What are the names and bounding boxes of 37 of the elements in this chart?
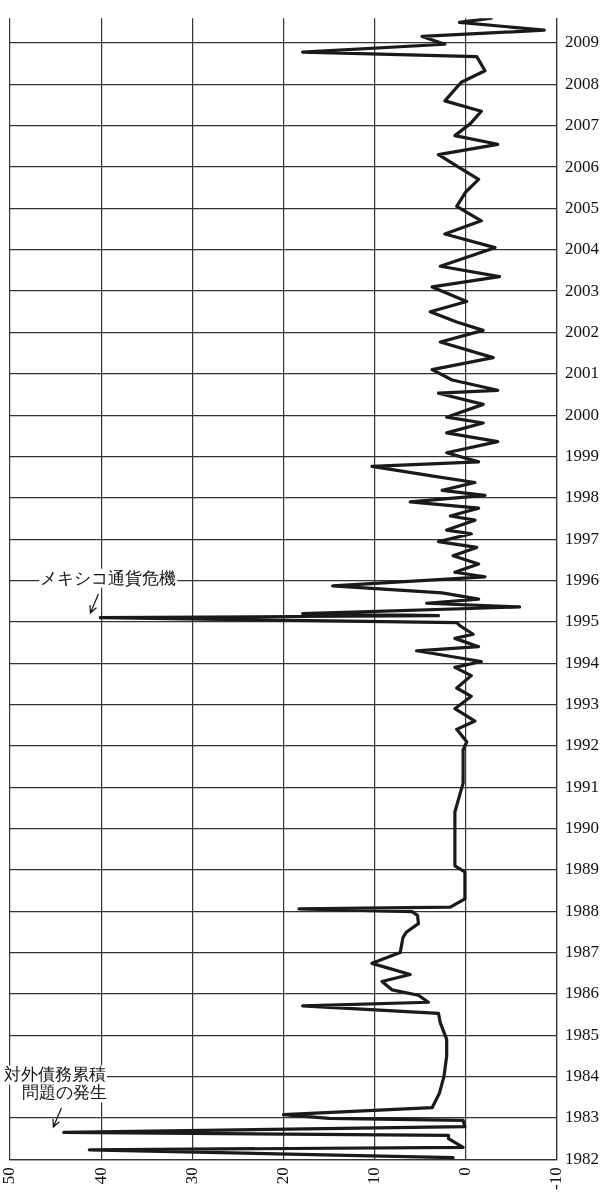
x-tick-label: -10 bbox=[546, 1167, 566, 1191]
y-tick-label: 1987 bbox=[565, 942, 600, 962]
x-tick-label: 0 bbox=[455, 1167, 475, 1176]
y-tick-label: 1998 bbox=[565, 487, 599, 507]
y-tick-label: 1984 bbox=[565, 1066, 600, 1086]
y-tick-label: 1996 bbox=[565, 569, 599, 589]
y-tick-label: 1999 bbox=[565, 445, 599, 465]
x-tick-label: 20 bbox=[272, 1167, 292, 1185]
y-tick-label: 1983 bbox=[565, 1107, 599, 1127]
y-tick-label: 1989 bbox=[565, 859, 599, 879]
y-tick-label: 1997 bbox=[565, 528, 600, 548]
y-tick-label: 2005 bbox=[565, 197, 599, 217]
y-tick-label: 1992 bbox=[565, 735, 599, 755]
y-tick-label: 1994 bbox=[565, 652, 600, 672]
y-tick-label: 2007 bbox=[565, 115, 600, 135]
y-tick-label: 1982 bbox=[565, 1148, 599, 1168]
y-tick-label: 1986 bbox=[565, 983, 599, 1003]
y-tick-label: 2002 bbox=[565, 321, 599, 341]
y-tick-label: 2000 bbox=[565, 404, 599, 424]
annotation: 対外債務累積問題の発生 bbox=[4, 1065, 107, 1103]
x-tick-label: 50 bbox=[0, 1167, 19, 1185]
x-tick-label: 10 bbox=[364, 1167, 384, 1185]
y-tick-label: 2009 bbox=[565, 32, 599, 52]
y-tick-label: 1993 bbox=[565, 694, 599, 714]
y-tick-label: 1995 bbox=[565, 611, 599, 631]
y-tick-label: 1990 bbox=[565, 818, 599, 838]
y-tick-label: 2008 bbox=[565, 73, 599, 93]
x-tick-label: 40 bbox=[90, 1167, 110, 1185]
y-tick-label: 1991 bbox=[565, 776, 599, 796]
y-tick-label: 2003 bbox=[565, 280, 599, 300]
annotation: メキシコ通貨危機 bbox=[40, 568, 177, 588]
y-tick-label: 2006 bbox=[565, 156, 599, 176]
y-tick-label: 2001 bbox=[565, 363, 599, 383]
y-tick-label: 1988 bbox=[565, 900, 599, 920]
y-tick-label: 2004 bbox=[565, 239, 600, 259]
x-tick-label: 30 bbox=[181, 1167, 201, 1185]
y-tick-label: 1985 bbox=[565, 1024, 599, 1044]
